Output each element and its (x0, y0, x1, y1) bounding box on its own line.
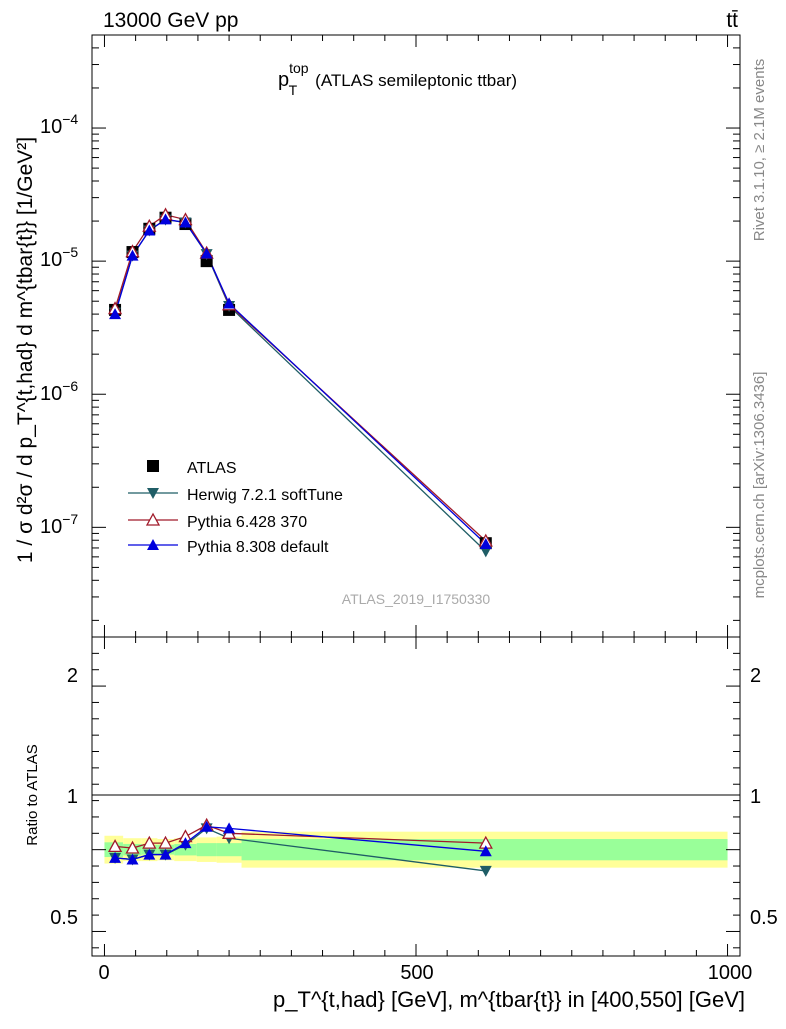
series-marker (179, 216, 192, 228)
legend-marker (145, 512, 161, 526)
ratio-marker (223, 822, 236, 834)
upper-series (107, 207, 493, 558)
legend-marker (147, 488, 159, 499)
ratio-marker (107, 839, 123, 853)
legend-label-pythia8: Pythia 8.308 default (187, 539, 329, 556)
legend-label-atlas: ATLAS (187, 460, 237, 477)
ratio-marker (479, 845, 492, 857)
legend-marker-atlas (147, 460, 159, 472)
ytick-1e-5: 10−5 (40, 244, 78, 271)
ratio-tick-05-right: 0.5 (750, 907, 778, 929)
band-inner (216, 843, 242, 857)
ratio-marker (200, 820, 213, 832)
ytick-1e-6: 10−6 (40, 378, 78, 405)
legend: ATLAS Herwig 7.2.1 softTune Pythia 6.428… (128, 460, 343, 556)
analysis-watermark: ATLAS_2019_I1750330 (342, 591, 491, 607)
series-marker (223, 297, 236, 309)
lower-y-tick-labels: 2 1 0.5 2 1 0.5 (50, 665, 778, 929)
ratio-tick-1-right: 1 (750, 786, 761, 808)
process-label: tt̄ (726, 9, 738, 32)
ratio-series (107, 817, 493, 877)
legend-marker (147, 539, 159, 550)
ratio-marker (126, 853, 139, 865)
ratio-marker (143, 848, 156, 860)
series-marker (479, 546, 492, 558)
band-inner (196, 843, 217, 857)
series-marker (126, 249, 139, 261)
ytick-1e-7: 10−7 (40, 511, 78, 538)
legend-label-herwig: Herwig 7.2.1 softTune (187, 487, 343, 504)
ratio-marker (142, 835, 157, 849)
series-marker (109, 308, 122, 320)
series-marker (479, 537, 492, 549)
x-axis-label: p_T^{t,had} [GeV], m^{tbar{t}} in [400,5… (273, 987, 745, 1012)
ratio-marker (125, 840, 140, 854)
series-marker (200, 247, 213, 259)
series-marker (143, 224, 156, 236)
lower-frame (91, 636, 741, 957)
collision-label: 13000 GeV pp (103, 9, 238, 32)
mcplots-label: mcplots.cern.ch [arXiv:1306.3436] (751, 372, 768, 599)
upper-y-tick-labels: 10−4 10−5 10−6 10−7 (40, 111, 78, 538)
data-point (200, 255, 213, 268)
plot-title: ptop T (ATLAS semileptonic ttbar) (278, 60, 517, 98)
legend-label-pythia6: Pythia 6.428 370 (187, 514, 307, 531)
upper-y-axis-label: 1 / σ d²σ / d p_T^{t,had} d m^{tbar{t}} … (14, 137, 37, 563)
xtick-1000: 1000 (708, 962, 753, 984)
ratio-marker (158, 835, 173, 849)
ratio-marker (479, 865, 492, 877)
ratio-marker (109, 851, 122, 863)
ratio-marker (159, 848, 172, 860)
x-tick-labels: 0 500 1000 (98, 962, 752, 984)
ratio-marker (179, 837, 192, 849)
ratio-tick-2-right: 2 (750, 665, 761, 687)
ratio-tick-1-left: 1 (67, 786, 78, 808)
xtick-500: 500 (400, 962, 433, 984)
axis-ticks (92, 34, 740, 956)
xtick-0: 0 (98, 962, 109, 984)
lower-y-axis-label: Ratio to ATLAS (24, 744, 41, 845)
ratio-tick-2-left: 2 (67, 665, 78, 687)
ytick-1e-4: 10−4 (40, 111, 78, 138)
ratio-tick-05-left: 0.5 (50, 907, 78, 929)
rivet-label: Rivet 3.1.10, ≥ 2.1M events (751, 59, 768, 242)
series-marker (159, 213, 172, 225)
